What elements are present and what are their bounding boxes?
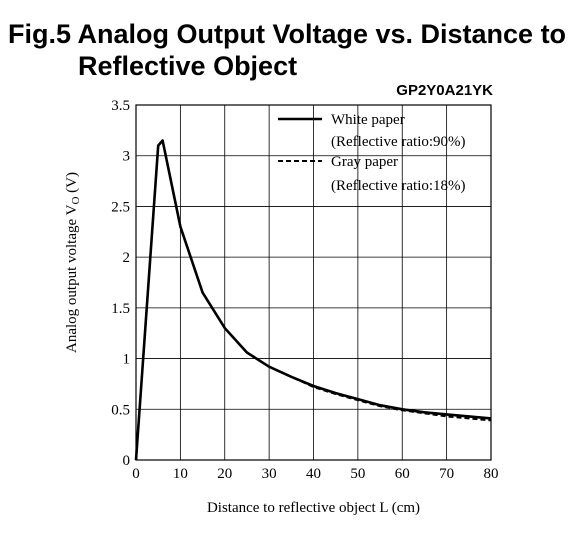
x-tick-label: 0: [132, 466, 140, 482]
y-tick-label: 0: [123, 453, 131, 469]
legend-entry-name: White paper: [331, 112, 405, 128]
figure-title-line2: Reflective Object: [78, 51, 298, 81]
x-tick-label: 30: [262, 466, 277, 482]
x-tick-label: 20: [217, 466, 232, 482]
y-tick-label: 1: [123, 352, 131, 368]
y-tick-label: 0.5: [111, 402, 130, 418]
y-axis-label-sub: O: [70, 197, 82, 205]
grid: [136, 105, 491, 460]
legend-entry-detail: (Reflective ratio:18%): [331, 178, 466, 194]
x-tick-label: 10: [173, 466, 188, 482]
model-label: GP2Y0A21YK: [396, 82, 493, 99]
figure-title-line1: Fig.5 Analog Output Voltage vs. Distance…: [8, 19, 567, 49]
legend-entry-detail: (Reflective ratio:90%): [331, 134, 466, 150]
series-line-gray-paper: [135, 139, 492, 461]
y-tick-labels: 0 0.5 1 1.5 2 2.5 3 3.5: [111, 98, 130, 469]
plot-frame: [135, 104, 492, 461]
legend: White paper (Reflective ratio:90%) Gray pa…: [278, 112, 466, 194]
series-group: [134, 139, 492, 461]
y-tick-label: 3.5: [111, 98, 130, 114]
y-tick-label: 3: [123, 149, 131, 165]
y-axis-label: Analog output voltage VO (V): [64, 172, 82, 353]
figure-title: Fig.5 Analog Output Voltage vs. Distance…: [8, 18, 566, 82]
x-tick-label: 50: [350, 466, 365, 482]
x-tick-label: 60: [395, 466, 410, 482]
x-axis-label: Distance to reflective object L (cm): [207, 500, 420, 516]
x-tick-label: 40: [306, 466, 321, 482]
x-tick-label: 80: [484, 466, 499, 482]
y-tick-label: 1.5: [111, 301, 130, 317]
legend-entry-name: Gray paper: [331, 154, 398, 170]
y-tick-label: 2.5: [111, 199, 130, 215]
x-tick-labels: 0 10 20 30 40 50 60 70 80: [132, 466, 498, 482]
y-tick-label: 2: [123, 250, 131, 266]
y-axis-label-unit: (V): [64, 172, 80, 197]
y-axis-label-main: Analog output voltage V: [64, 204, 80, 353]
x-tick-label: 70: [439, 466, 454, 482]
